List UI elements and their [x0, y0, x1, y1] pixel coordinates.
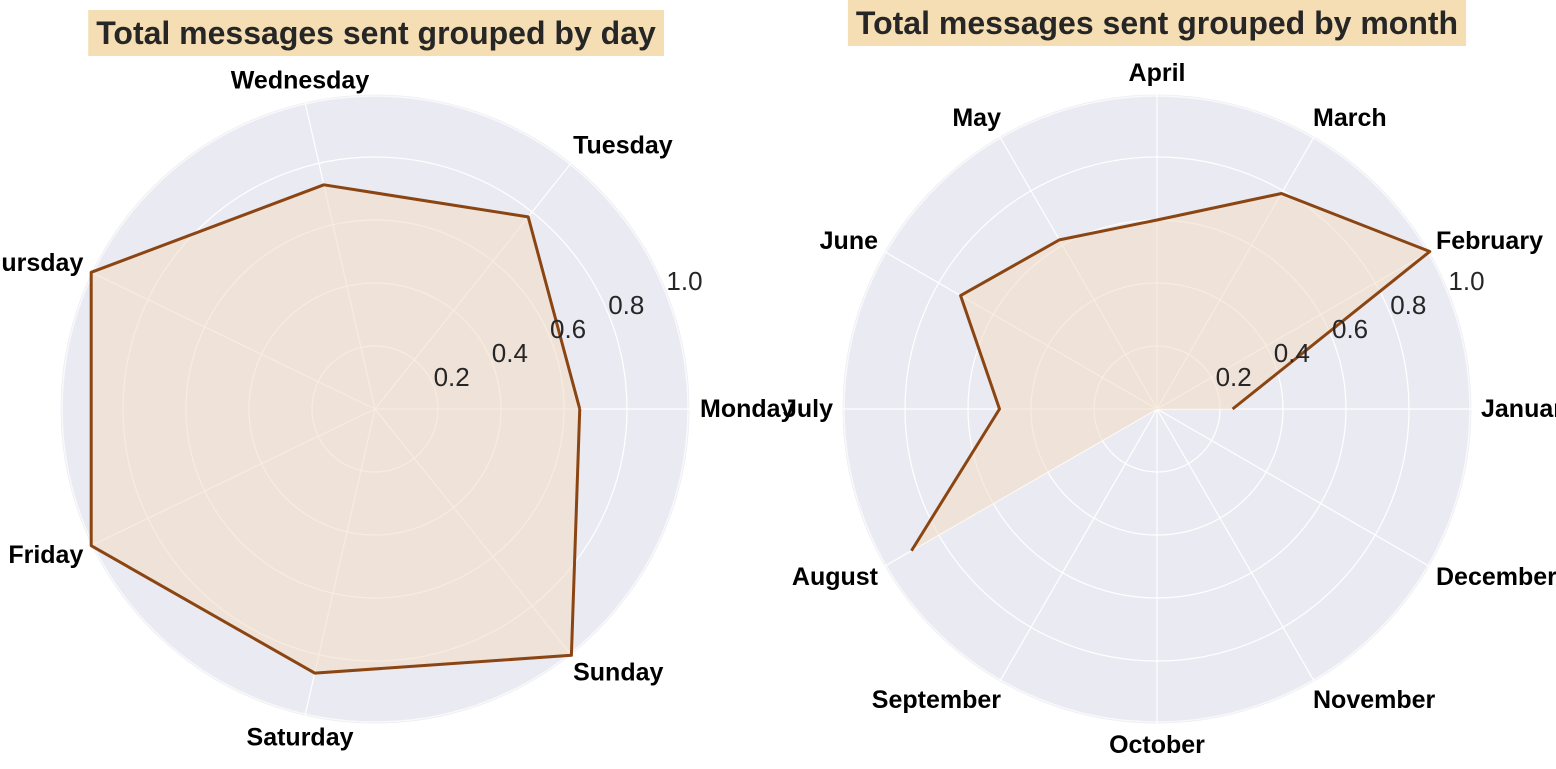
radial-tick-label: 1.0	[666, 266, 702, 296]
chart-title: Total messages sent grouped by month	[847, 0, 1467, 46]
category-label-wednesday: Wednesday	[231, 66, 370, 94]
category-label-july: July	[783, 395, 833, 423]
category-label-tuesday: Tuesday	[573, 132, 673, 160]
category-label-march: March	[1313, 104, 1387, 132]
category-label-thursday: Thursday	[0, 249, 83, 277]
radial-tick-label: 0.2	[434, 362, 470, 392]
radar-chart-day: 0.2 0.4 0.6 0.8 1.0 Monday Tuesday Wednesday Thu…	[0, 10, 795, 752]
category-label-friday: Friday	[8, 541, 83, 569]
radial-tick-label: 0.6	[1332, 314, 1368, 344]
category-label-january: January	[1481, 395, 1556, 423]
category-label-october: October	[1109, 731, 1205, 759]
category-label-december: December	[1436, 563, 1556, 591]
series-line	[910, 191, 1432, 552]
category-label-may: May	[952, 104, 1001, 132]
chart-title-background	[847, 0, 1467, 46]
grid-spoke	[998, 408, 1158, 683]
grid-spoke	[1156, 408, 1316, 683]
radial-tick-label: 0.4	[1274, 338, 1310, 368]
radial-tick-label: 0.2	[1216, 362, 1252, 392]
chart-title-text: Total messages sent grouped by day	[96, 15, 656, 51]
category-label-august: August	[792, 563, 879, 591]
category-label-april: April	[1129, 59, 1186, 87]
category-label-sunday: Sunday	[573, 658, 663, 686]
category-label-november: November	[1313, 686, 1436, 714]
category-label-september: September	[872, 686, 1001, 714]
radial-tick-label: 0.4	[492, 338, 528, 368]
radial-tick-label: 0.8	[1390, 290, 1426, 320]
radial-tick-label: 0.6	[550, 314, 586, 344]
category-label-february: February	[1436, 227, 1543, 255]
series-area	[911, 193, 1430, 551]
series-area	[91, 184, 580, 674]
grid-spoke	[1156, 408, 1431, 568]
chart-title-text: Total messages sent grouped by month	[856, 5, 1458, 41]
category-label-monday: Monday	[700, 395, 795, 423]
series-line	[89, 183, 582, 675]
category-label-june: June	[820, 227, 878, 255]
chart-title-background	[88, 10, 664, 56]
radar-chart-month: 0.2 0.4 0.6 0.8 1.0 January February March April…	[783, 0, 1556, 759]
radial-tick-label: 0.8	[608, 290, 644, 320]
chart-title: Total messages sent grouped by day	[88, 10, 664, 56]
radial-tick-label: 1.0	[1448, 266, 1484, 296]
category-label-saturday: Saturday	[247, 724, 354, 752]
